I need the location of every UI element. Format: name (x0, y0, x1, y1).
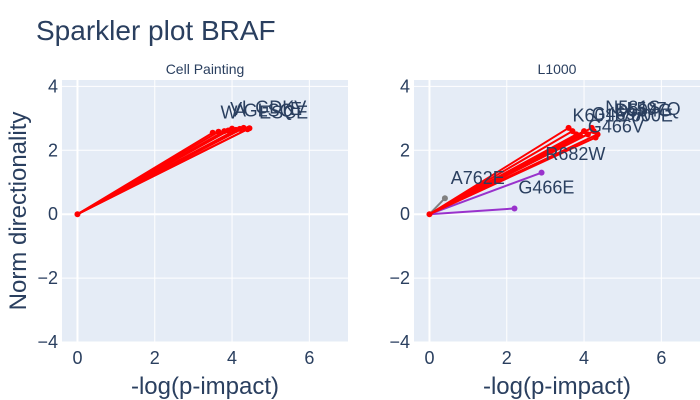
panel-title-cell-painting: Cell Painting (166, 61, 245, 77)
variant-label: ESCE (259, 102, 308, 122)
variant-label: GLSQ (244, 101, 294, 121)
origin-marker (74, 211, 81, 218)
variant-label: R682W (545, 144, 605, 164)
y-tick-label: −2 (389, 268, 410, 288)
panel-title-l1000: L1000 (538, 61, 577, 77)
x-tick-label: 0 (72, 348, 82, 368)
endpoint-marker (511, 205, 518, 212)
chart-title: Sparkler plot BRAF (36, 15, 276, 46)
plot-area-cell-painting (62, 80, 348, 342)
x-tick-label: 2 (150, 348, 160, 368)
y-tick-label: −2 (37, 268, 58, 288)
sparkler-line (429, 171, 542, 216)
variant-label: GDKV (255, 98, 306, 118)
variant-label: A (234, 101, 246, 121)
x-tick-label: 0 (424, 348, 434, 368)
variant-label: G466E (518, 177, 574, 197)
x-tick-label: 6 (656, 348, 666, 368)
x-axis-title-left: -log(p-impact) (131, 373, 279, 400)
y-tick-label: 0 (48, 204, 58, 224)
y-tick-label: 0 (400, 204, 410, 224)
sparkler-line (429, 207, 515, 216)
y-axis-title: Norm directionality (5, 112, 32, 311)
y-tick-label: 4 (400, 76, 410, 96)
x-tick-label: 4 (579, 348, 589, 368)
x-tick-label: 4 (227, 348, 237, 368)
y-tick-label: 2 (48, 140, 58, 160)
x-axis-title-right: -log(p-impact) (483, 373, 631, 400)
plot-area-l1000 (414, 80, 700, 342)
variant-label: V (230, 99, 242, 119)
endpoint-marker (538, 169, 545, 176)
origin-marker (426, 211, 433, 218)
x-tick-label: 6 (304, 348, 314, 368)
endpoint-marker (246, 125, 253, 132)
variant-label: W (220, 102, 237, 122)
variant-label: A762E (451, 168, 505, 188)
y-tick-label: 2 (400, 140, 410, 160)
endpoint-marker (441, 195, 448, 202)
variant-label: D594G (615, 101, 672, 121)
sparkler-line (429, 133, 599, 216)
variant-label: G466V (588, 117, 644, 137)
x-tick-label: 2 (502, 348, 512, 368)
variant-label: V600E (619, 106, 673, 126)
y-tick-label: 4 (48, 76, 58, 96)
endpoint-marker (594, 131, 601, 138)
variant-label: K601E (572, 106, 626, 126)
sparkler-line (77, 127, 250, 216)
variant-label: I (242, 98, 247, 118)
variant-label: G469A (592, 104, 648, 124)
y-tick-label: −4 (37, 332, 58, 352)
variant-label: L597Q (627, 99, 681, 119)
panel-l1000: L1000 A762E G466E R682W G466VK601EG469AD594… (389, 61, 700, 368)
y-tick-label: −4 (389, 332, 410, 352)
variant-label: E (290, 99, 302, 119)
variant-label: N581S (605, 98, 660, 118)
